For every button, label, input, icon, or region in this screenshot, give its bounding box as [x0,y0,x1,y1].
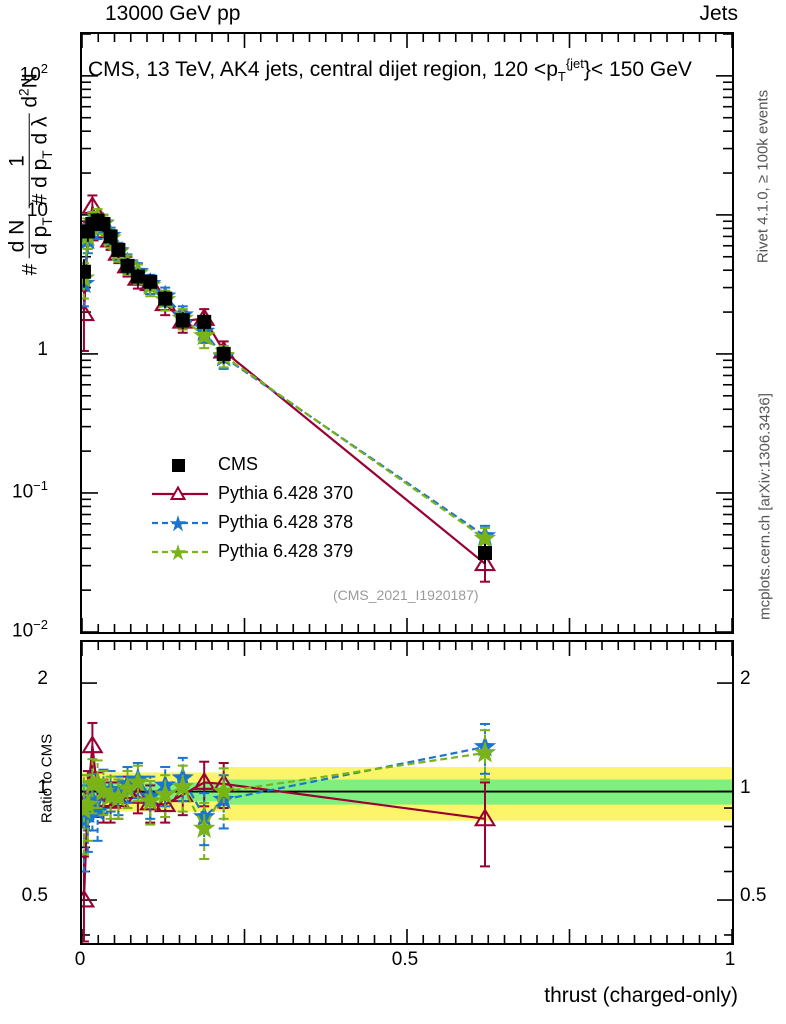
main-plot-panel [80,32,734,634]
ratio-y-tick-label: 0.5 [21,885,48,907]
legend-key-star-green-icon [152,541,208,563]
plot-title-prefix: CMS, 13 TeV, AK4 jets, central dijet reg… [88,58,558,81]
plot-title-sup: {jet [565,56,584,71]
x-axis-label: thrust (charged-only) [544,984,738,1007]
main-y-tick-label: 10−1 [12,477,48,503]
plot-title: CMS, 13 TeV, AK4 jets, central dijet reg… [88,56,692,84]
main-y-tick-label: 10−2 [12,617,48,642]
ylab-num1: d N [5,219,29,253]
legend-item-p370[interactable]: Pythia 6.428 370 [152,479,353,508]
legend-key-star-blue-icon [152,512,208,534]
legend-item-cms[interactable]: CMS [152,450,353,479]
main-y-tick-label: 102 [19,60,48,86]
ratio-y-axis-label: Ratio to CMS [38,733,56,824]
x-tick-label: 0 [74,949,86,970]
plot-title-mid: }< 150 GeV [583,58,692,81]
ratio-y-tick-label-right: 0.5 [740,885,767,907]
main-y-tick-label: 1 [37,338,48,360]
ylab-d: d [18,95,42,108]
ylab-d-sup: 2 [16,88,32,96]
ylab-dlam: d λ [28,116,52,145]
ylab-den1-sub: T [39,217,55,226]
ylab-one: 1 [5,155,29,167]
mcplots-source-label: mcplots.cern.ch [arXiv:1306.3436] [756,393,774,620]
ylab-frac2: 1 # d pT d λ [5,113,56,209]
main-plot-canvas [82,34,732,632]
ylab-hash1: # [18,263,42,276]
ylab-hash2: # [28,193,52,206]
rivet-version-label: Rivet 4.1.0, ≥ 100k events [754,89,772,264]
header-right-category-label: Jets [699,2,738,25]
legend-key-triangle-icon [152,483,208,505]
ratio-y-tick-label: 1 [37,776,48,798]
ratio-y-tick-label-right: 2 [740,668,751,690]
legend-label-p370: Pythia 6.428 370 [218,483,354,503]
header-left-beam-label: 13000 GeV pp [105,2,241,25]
legend-label-p379: Pythia 6.428 379 [218,541,354,561]
main-y-tick-label: 10 [26,199,48,221]
ylab-frac1: d N d pT [5,214,56,258]
ratio-y-tick-label: 2 [37,668,48,690]
ratio-plot-panel [80,640,734,945]
ratio-y-tick-label-right: 1 [740,776,751,798]
analysis-id-watermark: (CMS_2021_I1920187) [333,587,479,603]
ylab-dp-sub: T [39,150,55,159]
ylab-den1: d p [28,225,52,255]
main-y-axis-label: # d N d pT 1 # d pT d λ d2N [5,39,56,309]
ylab-n: N [18,73,42,89]
plot-title-sub: T [557,69,566,85]
ratio-plot-canvas [82,642,732,943]
legend: CMS Pythia 6.428 370 Pythia 6.428 378 [152,450,353,566]
x-tick-label: 1 [724,949,736,970]
legend-label-cms: CMS [218,454,258,474]
legend-item-p378[interactable]: Pythia 6.428 378 [152,508,353,537]
legend-item-p379[interactable]: Pythia 6.428 379 [152,537,353,566]
ylab-dp: d p [28,158,52,188]
ylab-d2n: d2N [16,73,42,108]
legend-key-square-icon [152,454,208,476]
x-tick-label: 0.5 [391,949,419,970]
legend-label-p378: Pythia 6.428 378 [218,512,354,532]
